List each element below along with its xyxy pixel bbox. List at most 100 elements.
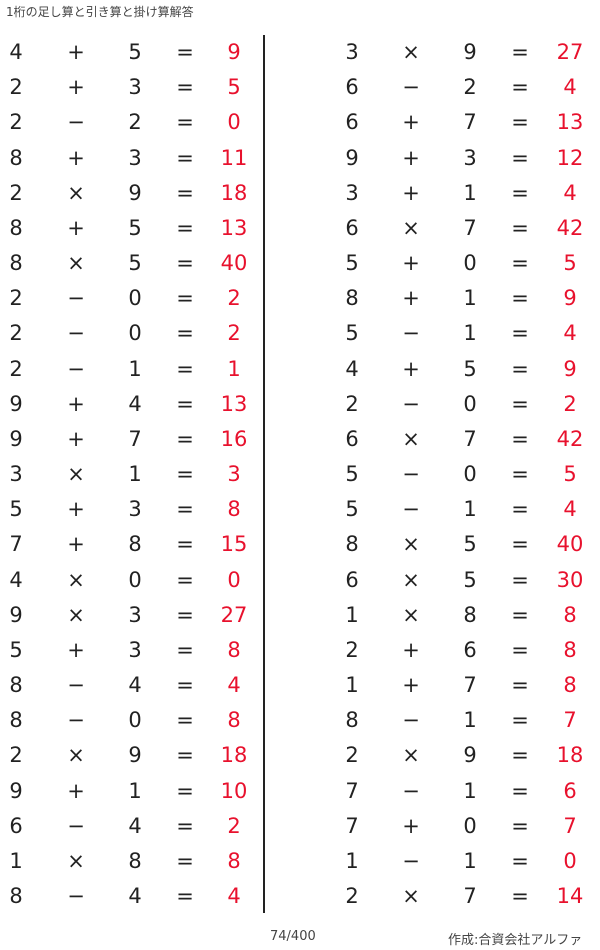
operand-b: 5 [128, 40, 142, 64]
operand-b: 8 [463, 602, 477, 627]
answer: 13 [556, 110, 584, 135]
operand-b: 7 [463, 110, 477, 135]
operator: × [67, 251, 85, 276]
equation-row: 2 × 7 = 14 [0, 884, 600, 914]
answer: 2 [227, 286, 241, 311]
equation-row: 4 +5 = 9 [0, 40, 600, 70]
operand-a: 6 [345, 110, 359, 135]
answer: 0 [227, 110, 241, 135]
equals-sign: = [511, 673, 529, 698]
operand-b: 3 [128, 602, 142, 627]
equals-sign: = [511, 75, 529, 100]
operator: + [67, 778, 85, 803]
answer: 6 [563, 778, 577, 803]
equals-sign: = [176, 637, 194, 662]
answer: 42 [556, 426, 584, 451]
answer: 10 [220, 778, 248, 803]
answer: 5 [563, 251, 577, 276]
operand-b: 1 [463, 778, 477, 803]
operator: − [402, 391, 420, 416]
operand-b: 1 [128, 356, 142, 381]
operand-b: 1 [463, 321, 477, 346]
equation-row: 8 × 5 = 40 [0, 532, 600, 562]
operator: × [67, 180, 85, 205]
answer: 8 [563, 637, 577, 662]
operator: + [402, 813, 420, 838]
equation-row: 8 − 4 = 4 [0, 673, 600, 703]
equation-row: 2 × 9 = 18 [0, 743, 600, 773]
equation-row: 6 × 5 = 30 [0, 568, 600, 598]
equals-sign: = [176, 145, 194, 170]
operator: × [67, 602, 85, 627]
operand-a: 5 [345, 497, 359, 522]
equation-row: 9 +3 = 12 [0, 146, 600, 176]
equals-sign: = [176, 708, 194, 733]
answer: 8 [563, 673, 577, 698]
equals-sign: = [176, 462, 194, 487]
equals-sign: = [511, 356, 529, 381]
operator: + [67, 426, 85, 451]
operator: − [402, 497, 420, 522]
equals-sign: = [176, 251, 194, 276]
operand-a: 8 [9, 884, 23, 909]
equation-row: 6 × 7 = 42 [0, 216, 600, 246]
operand-a: 7 [345, 778, 359, 803]
operand-a: 8 [9, 673, 23, 698]
operand-a: 2 [9, 286, 23, 311]
operand-a: 4 [9, 567, 23, 592]
answer: 4 [563, 321, 577, 346]
equals-sign: = [176, 884, 194, 909]
answer: 2 [227, 813, 241, 838]
operand-b: 3 [128, 497, 142, 522]
equation-row: 8 × 5 = 40 [0, 251, 600, 281]
answer: 9 [563, 286, 577, 311]
operand-a: 9 [9, 602, 23, 627]
operand-b: 1 [128, 462, 142, 487]
operand-b: 0 [128, 321, 142, 346]
equation-row: 5 +0 = 5 [0, 251, 600, 281]
answer: 9 [563, 356, 577, 381]
operand-a: 9 [345, 145, 359, 170]
answer: 27 [556, 40, 584, 64]
equals-sign: = [176, 567, 194, 592]
operand-b: 9 [128, 180, 142, 205]
operand-a: 1 [9, 848, 23, 873]
equation-row: 6 − 4 = 2 [0, 814, 600, 844]
equals-sign: = [176, 778, 194, 803]
operand-a: 6 [345, 75, 359, 100]
operator: × [402, 743, 420, 768]
worksheet-title: 1桁の足し算と引き算と掛け算解答 [6, 5, 194, 19]
equation-row: 1 × 8 = 8 [0, 849, 600, 879]
operand-b: 7 [128, 426, 142, 451]
equals-sign: = [511, 286, 529, 311]
answer: 15 [220, 532, 248, 557]
operand-a: 5 [345, 462, 359, 487]
operator: + [67, 145, 85, 170]
operand-b: 4 [128, 884, 142, 909]
equals-sign: = [176, 848, 194, 873]
equation-row: 6 +7 = 13 [0, 110, 600, 140]
equals-sign: = [511, 497, 529, 522]
operand-a: 5 [9, 637, 23, 662]
operand-a: 6 [9, 813, 23, 838]
operator: × [402, 532, 420, 557]
operand-a: 2 [9, 356, 23, 381]
equals-sign: = [176, 673, 194, 698]
operator: × [67, 743, 85, 768]
operator: − [402, 708, 420, 733]
equation-row: 6 × 7 = 42 [0, 427, 600, 457]
equation-row: 2 − 0 = 2 [0, 392, 600, 422]
operand-a: 5 [345, 321, 359, 346]
operand-b: 7 [463, 426, 477, 451]
operand-b: 9 [128, 743, 142, 768]
operand-b: 0 [463, 462, 477, 487]
operand-a: 1 [345, 673, 359, 698]
operator: − [67, 673, 85, 698]
equation-row: 9 × 3 = 27 [0, 603, 600, 633]
equation-row: 1 × 8 = 8 [0, 603, 600, 633]
equals-sign: = [511, 426, 529, 451]
operand-a: 4 [9, 40, 23, 64]
operand-b: 8 [128, 532, 142, 557]
operator: + [67, 637, 85, 662]
answer: 0 [227, 567, 241, 592]
